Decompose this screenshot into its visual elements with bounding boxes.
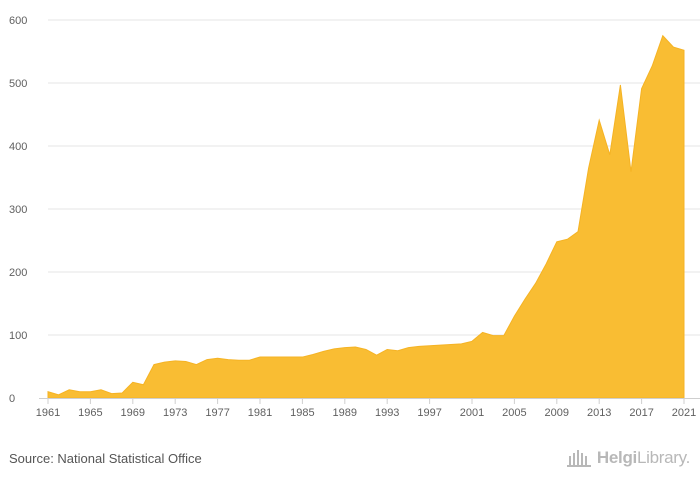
data-point-1986 [311,353,315,357]
data-point-2019 [661,34,665,38]
data-point-1985 [300,355,304,359]
data-point-1978 [226,358,230,362]
data-point-1981 [258,355,262,359]
axes: 0 100 200 300 400 500 600 1961 1965 1969 1973 1977 1… [9,15,700,419]
data-point-1996 [417,344,421,348]
y-tick-label: 200 [9,267,27,279]
data-point-1984 [290,355,294,359]
data-point-1989 [343,346,347,350]
x-tick-label: 2005 [502,407,526,419]
data-point-2021 [682,48,686,52]
x-tick-label: 1989 [333,407,357,419]
area-fill [47,34,685,399]
data-point-1968 [120,391,124,395]
data-point-1974 [184,359,188,363]
data-point-1999 [449,342,453,346]
y-tick-label: 100 [9,330,27,342]
data-point-2018 [650,64,654,68]
library-building-icon [566,450,591,467]
data-point-2001 [470,339,474,343]
data-point-1969 [131,380,135,384]
data-point-1977 [216,356,220,360]
data-point-1992 [375,353,379,357]
data-point-1995 [406,346,410,350]
x-tick-label: 1965 [78,407,102,419]
logo-suffix: Library. [636,448,690,467]
x-tick-label: 1977 [205,407,229,419]
data-point-1993 [385,347,389,351]
data-point-2006 [523,297,527,301]
x-tick-label: 2001 [460,407,484,419]
x-tick-label: 2013 [587,407,611,419]
logo-brand: Helgi [596,448,637,467]
data-point-2008 [544,262,548,266]
x-tick-label: 2009 [545,407,569,419]
data-point-2015 [618,83,622,87]
data-point-1966 [99,388,103,392]
data-point-1997 [428,344,432,348]
data-point-1998 [438,343,442,347]
x-tick-label: 1961 [36,407,60,419]
data-point-2010 [565,237,569,241]
x-tick-label: 2017 [629,407,653,419]
y-tick-label: 600 [9,15,27,27]
data-point-2011 [576,230,580,234]
y-tick-label: 400 [9,141,27,153]
data-point-1962 [57,393,61,397]
data-point-2013 [597,118,601,122]
data-point-2020 [671,45,675,49]
data-point-1988 [332,347,336,351]
data-point-1964 [78,390,82,394]
data-point-1970 [141,383,145,387]
data-point-2017 [640,87,644,91]
source-note: Source: National Statistical Office [9,451,202,466]
data-point-1965 [88,390,92,394]
data-point-1979 [237,358,241,362]
y-tick-label: 500 [9,78,27,90]
data-point-2004 [502,334,506,338]
x-tick-label: 1973 [163,407,187,419]
data-point-1987 [322,349,326,353]
x-tick-label: 1985 [290,407,314,419]
area-series [46,34,686,399]
data-point-1983 [279,355,283,359]
y-tick-label: 0 [9,393,15,405]
x-tick-label: 2021 [672,407,696,419]
data-point-1976 [205,358,209,362]
y-tick-label: 300 [9,204,27,216]
data-point-1991 [364,347,368,351]
x-tick-label: 1993 [375,407,399,419]
data-point-1972 [163,360,167,364]
data-point-1975 [194,363,198,367]
data-point-2003 [491,334,495,338]
data-point-1990 [353,345,357,349]
data-point-1963 [67,388,71,392]
data-point-2007 [534,281,538,285]
data-point-2000 [459,342,463,346]
x-tick-label: 1969 [121,407,145,419]
data-point-1980 [247,358,251,362]
data-point-1967 [110,392,114,396]
data-point-2014 [608,153,612,157]
helgi-library-logo[interactable]: HelgiLibrary. [566,448,690,468]
x-tick-label: 1981 [248,407,272,419]
data-point-2002 [481,330,485,334]
data-point-2005 [512,314,516,318]
data-point-2009 [555,240,559,244]
data-point-2016 [629,170,633,174]
data-point-1971 [152,363,156,367]
x-tick-label: 1997 [417,407,441,419]
data-point-1982 [269,355,273,359]
data-point-1973 [173,359,177,363]
data-point-2012 [587,166,591,170]
data-point-1994 [396,349,400,353]
data-point-1961 [46,390,50,394]
